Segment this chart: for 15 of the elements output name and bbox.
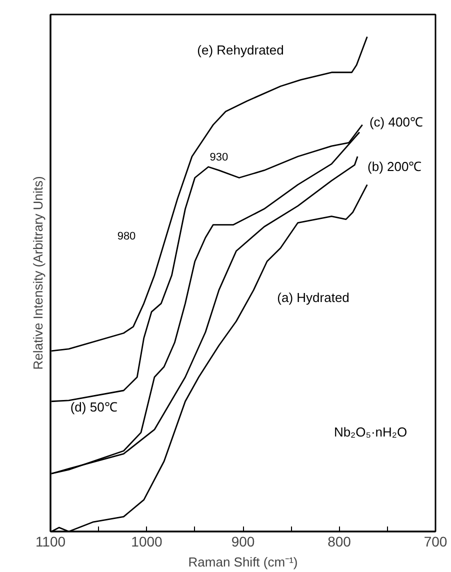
- text: (e) Rehydrated: [197, 42, 284, 58]
- series-label: (a) Hydrated: [277, 290, 350, 306]
- x-tick-label: 700: [424, 534, 448, 550]
- x-tick-label: 1000: [131, 534, 163, 550]
- annotation: 980: [117, 230, 136, 242]
- series-label: (b) 200℃: [368, 158, 422, 174]
- y-axis-title: Relative Intensity (Arbitrary Units): [30, 176, 46, 370]
- x-axis-title: Raman Shift (cm⁻¹): [188, 554, 298, 570]
- series-label: (c) 400℃: [369, 114, 423, 130]
- x-tick-label: 900: [231, 534, 255, 550]
- x-tick-label: 1100: [35, 534, 66, 550]
- annotation: 930: [210, 151, 228, 164]
- x-tick-label: 800: [328, 534, 352, 550]
- series-label: (d) 50℃: [70, 399, 118, 414]
- annotation: Nb₂O₅·nH₂O: [334, 424, 408, 440]
